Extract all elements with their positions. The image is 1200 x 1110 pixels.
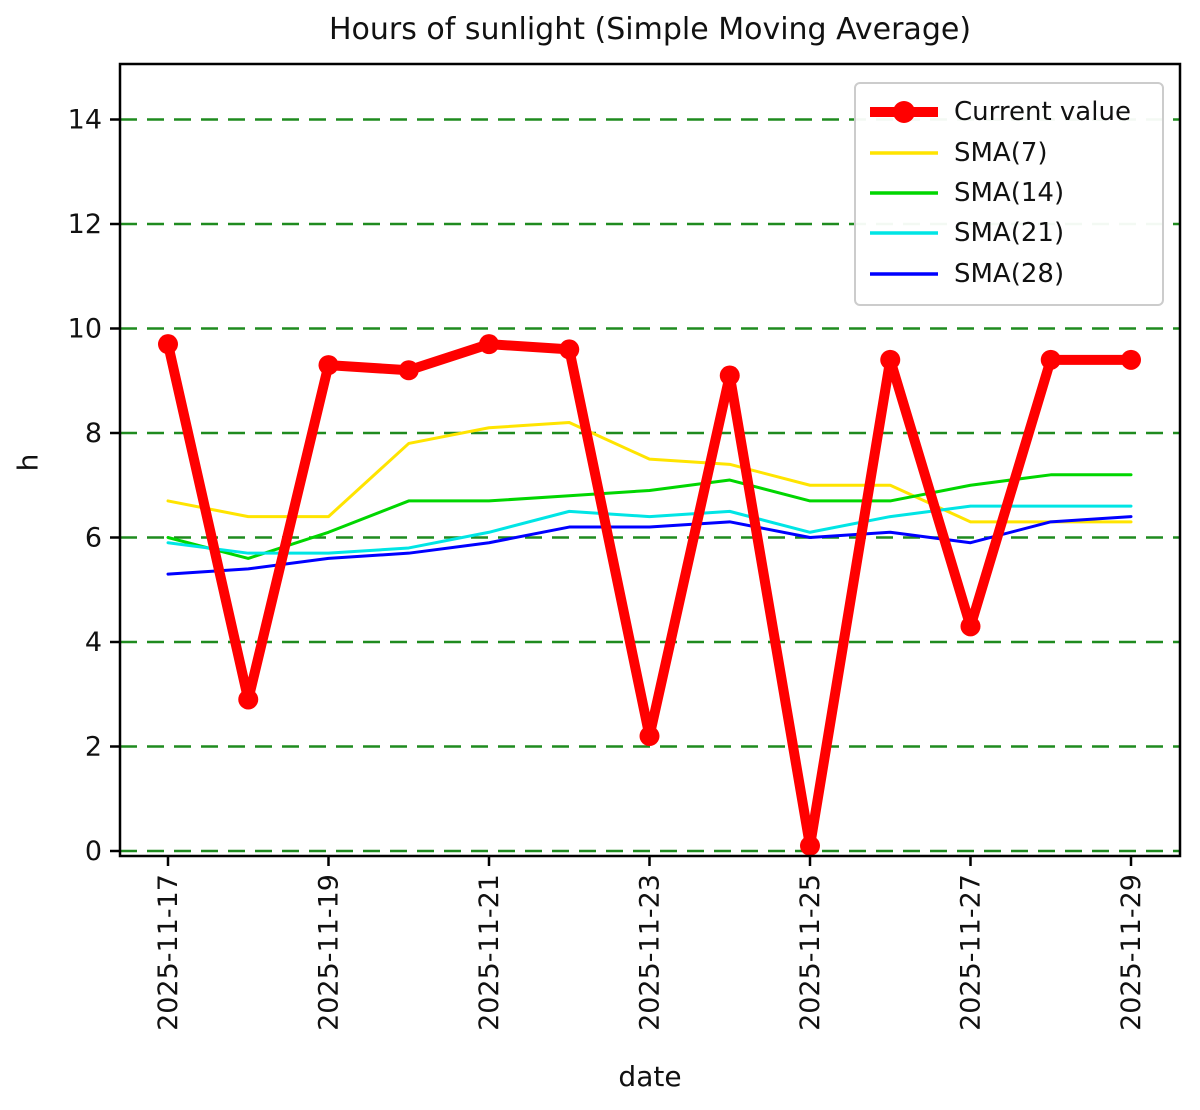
data-point-marker xyxy=(479,334,499,355)
x-axis-label: date xyxy=(618,1060,682,1093)
data-point-marker xyxy=(158,334,178,355)
legend-line-swatch-icon xyxy=(870,150,938,155)
x-tick-label: 2025-11-25 xyxy=(795,874,826,1031)
legend-row: SMA(28) xyxy=(868,254,1150,294)
y-tick-label: 14 xyxy=(68,105,102,136)
y-tick-label: 6 xyxy=(85,523,102,554)
data-point-marker xyxy=(960,616,981,637)
data-point-marker xyxy=(800,835,820,856)
data-point-marker xyxy=(719,365,740,386)
legend-label: SMA(21) xyxy=(954,218,1065,249)
x-tick-label: 2025-11-27 xyxy=(956,874,987,1031)
y-tick-label: 0 xyxy=(85,836,102,867)
legend-line-swatch-icon xyxy=(870,101,938,124)
legend-label: SMA(7) xyxy=(954,137,1048,168)
legend-line-swatch-icon xyxy=(870,272,938,276)
legend-label: SMA(14) xyxy=(954,178,1065,209)
series-line-sma-7- xyxy=(166,421,1133,524)
x-tick-label: 2025-11-21 xyxy=(474,874,505,1031)
legend-row: SMA(14) xyxy=(868,173,1150,213)
legend-line-swatch-icon xyxy=(870,231,938,236)
y-tick-label: 4 xyxy=(85,627,102,658)
legend-label: SMA(28) xyxy=(954,258,1065,289)
y-tick-label: 10 xyxy=(68,314,102,345)
x-tick-label: 2025-11-19 xyxy=(314,874,345,1031)
data-point-marker xyxy=(1121,349,1141,370)
legend-marker-icon xyxy=(893,101,915,124)
data-point-marker xyxy=(1040,349,1061,370)
y-axis-label: h xyxy=(11,453,45,472)
data-point-marker xyxy=(639,726,660,747)
data-point-marker xyxy=(398,360,419,381)
data-point-marker xyxy=(559,339,580,360)
data-point-marker xyxy=(238,689,259,710)
series-line-sma-28- xyxy=(166,515,1133,576)
data-point-marker xyxy=(880,349,901,370)
legend-row: SMA(7) xyxy=(868,132,1150,172)
series-line-sma-21- xyxy=(166,504,1133,555)
legend-row: Current value xyxy=(868,92,1150,132)
legend: Current value SMA(7) SMA(14) SMA(21) SMA(28) xyxy=(854,82,1164,306)
y-tick-label: 2 xyxy=(85,732,102,763)
x-tick-label: 2025-11-17 xyxy=(153,874,184,1031)
data-point-marker xyxy=(318,355,339,376)
x-tick-label: 2025-11-29 xyxy=(1116,874,1147,1031)
x-tick-label: 2025-11-23 xyxy=(635,874,666,1031)
legend-label: Current value xyxy=(954,97,1131,128)
series-line-sma-14- xyxy=(166,473,1133,560)
series-line-current-value xyxy=(163,339,1136,851)
legend-line-swatch-icon xyxy=(870,191,938,195)
y-tick-label: 12 xyxy=(68,209,102,240)
legend-row: SMA(21) xyxy=(868,213,1150,253)
y-tick-label: 8 xyxy=(85,418,102,449)
chart-title: Hours of sunlight (Simple Moving Average… xyxy=(328,12,972,47)
